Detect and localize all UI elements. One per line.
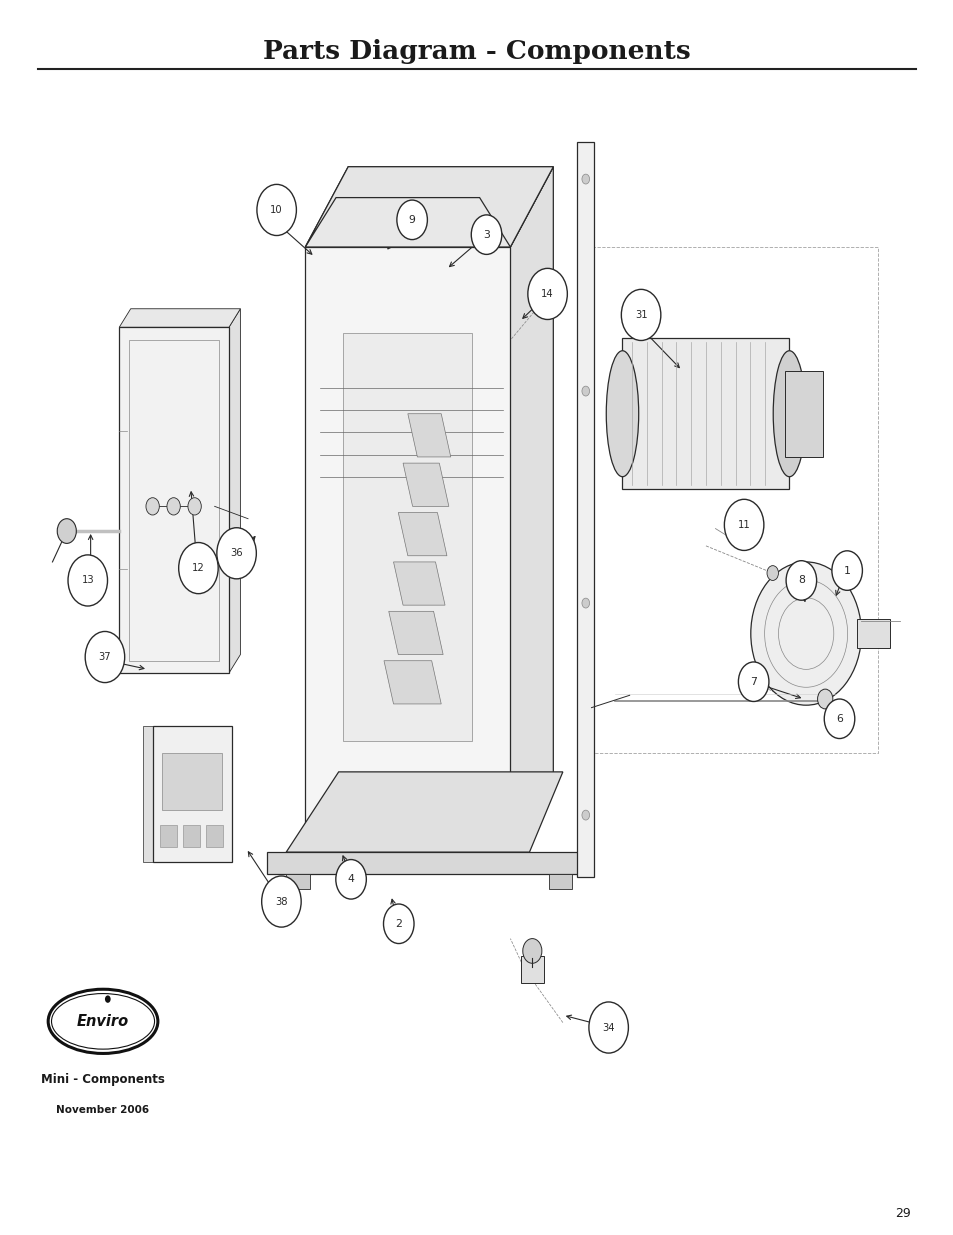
Text: 6: 6 — [835, 714, 842, 724]
Circle shape — [256, 184, 296, 236]
Circle shape — [85, 631, 125, 683]
Circle shape — [105, 995, 111, 1003]
Bar — [305, 247, 510, 852]
Text: Enviro: Enviro — [77, 1014, 129, 1029]
Text: 14: 14 — [540, 289, 554, 299]
Circle shape — [831, 551, 862, 590]
Polygon shape — [229, 309, 240, 673]
Circle shape — [823, 699, 854, 739]
Circle shape — [261, 876, 301, 927]
Text: 31: 31 — [634, 310, 647, 320]
Circle shape — [383, 904, 414, 944]
Polygon shape — [119, 309, 240, 327]
Circle shape — [178, 542, 218, 594]
Bar — [162, 753, 222, 810]
Text: Parts Diagram - Components: Parts Diagram - Components — [263, 40, 690, 64]
Text: 38: 38 — [274, 897, 288, 906]
Polygon shape — [286, 772, 562, 852]
Text: 37: 37 — [98, 652, 112, 662]
Circle shape — [57, 519, 76, 543]
Ellipse shape — [605, 351, 638, 477]
Circle shape — [817, 689, 832, 709]
Circle shape — [522, 939, 541, 963]
Circle shape — [581, 387, 589, 396]
Polygon shape — [305, 167, 553, 247]
Circle shape — [167, 498, 180, 515]
Circle shape — [766, 566, 778, 580]
Text: 4: 4 — [347, 874, 355, 884]
Polygon shape — [393, 562, 444, 605]
Bar — [783, 370, 821, 457]
Bar — [160, 825, 177, 847]
Circle shape — [68, 555, 108, 606]
Text: 34: 34 — [601, 1023, 615, 1032]
Bar — [343, 333, 472, 741]
Circle shape — [750, 562, 861, 705]
Circle shape — [146, 498, 159, 515]
Text: 2: 2 — [395, 919, 402, 929]
Bar — [520, 956, 543, 983]
Polygon shape — [143, 726, 152, 862]
Polygon shape — [389, 611, 442, 655]
Bar — [206, 825, 223, 847]
Circle shape — [581, 810, 589, 820]
Text: 36: 36 — [230, 548, 243, 558]
Text: 8: 8 — [797, 576, 804, 585]
Polygon shape — [398, 513, 446, 556]
Ellipse shape — [48, 989, 157, 1053]
Text: November 2006: November 2006 — [56, 1105, 150, 1115]
Text: Mini - Components: Mini - Components — [41, 1073, 165, 1087]
Bar — [621, 338, 788, 489]
Polygon shape — [305, 167, 553, 247]
Text: 11: 11 — [737, 520, 750, 530]
Text: 10: 10 — [270, 205, 283, 215]
Text: 1: 1 — [842, 566, 850, 576]
Bar — [183, 825, 200, 847]
Circle shape — [471, 215, 501, 254]
Circle shape — [738, 662, 768, 701]
Bar — [286, 874, 310, 889]
Circle shape — [396, 200, 427, 240]
Polygon shape — [407, 414, 451, 457]
Bar — [577, 142, 594, 877]
Circle shape — [723, 499, 763, 551]
Bar — [129, 340, 219, 661]
Polygon shape — [402, 463, 448, 506]
Bar — [119, 327, 229, 673]
Text: 12: 12 — [192, 563, 205, 573]
Circle shape — [188, 498, 201, 515]
Text: 13: 13 — [81, 576, 94, 585]
Circle shape — [527, 268, 567, 320]
Polygon shape — [510, 167, 553, 852]
Circle shape — [588, 1002, 628, 1053]
Text: 3: 3 — [482, 230, 490, 240]
Circle shape — [581, 174, 589, 184]
Circle shape — [335, 860, 366, 899]
Ellipse shape — [772, 351, 804, 477]
Circle shape — [216, 527, 256, 579]
Circle shape — [620, 289, 660, 341]
Circle shape — [581, 598, 589, 608]
Polygon shape — [383, 661, 440, 704]
Text: 7: 7 — [749, 677, 757, 687]
Bar — [267, 852, 586, 874]
Bar — [856, 619, 889, 648]
Text: 29: 29 — [894, 1207, 910, 1220]
Text: 9: 9 — [408, 215, 416, 225]
Circle shape — [785, 561, 816, 600]
Bar — [548, 874, 572, 889]
Bar — [152, 726, 232, 862]
